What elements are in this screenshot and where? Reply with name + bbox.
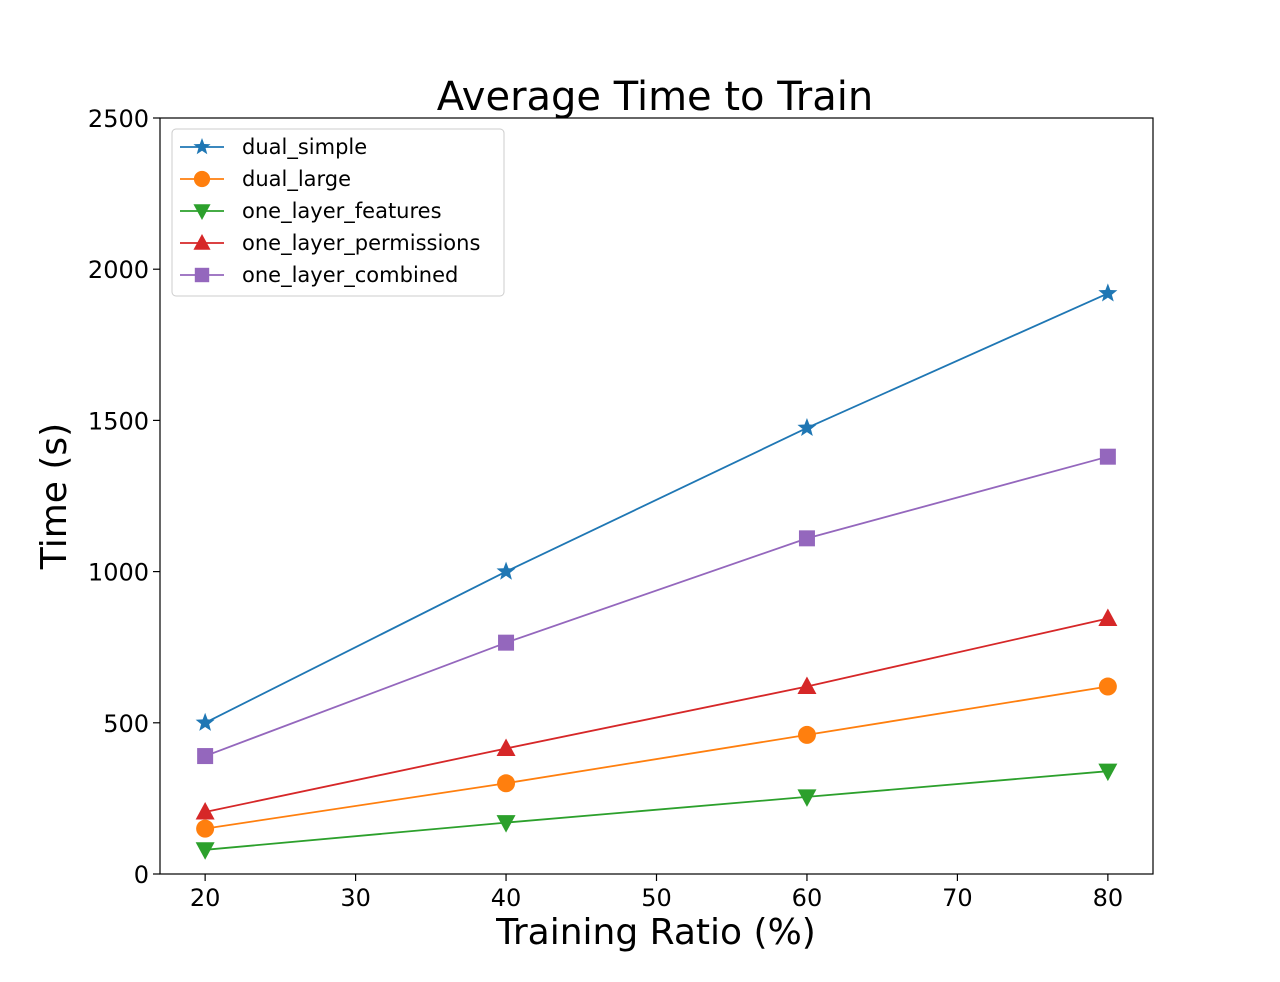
legend-item: one_layer_combined <box>180 263 458 288</box>
series-line <box>205 685 1109 830</box>
plot-area <box>195 283 1118 860</box>
series-line <box>204 292 1109 724</box>
data-point <box>1098 763 1118 782</box>
data-point <box>498 634 515 651</box>
y-tick-label: 2500 <box>88 105 149 133</box>
x-tick-label: 70 <box>942 884 973 912</box>
x-tick-label: 60 <box>792 884 823 912</box>
series-line <box>204 455 1109 757</box>
x-axis: 20 30 40 50 60 70 80 <box>190 874 1123 912</box>
series-dual_large <box>196 677 1117 838</box>
series-one_layer_permissions <box>195 608 1118 820</box>
series-line <box>205 770 1108 851</box>
legend-label: one_layer_features <box>242 199 442 224</box>
y-tick-label: 0 <box>134 861 149 889</box>
legend-item: dual_large <box>180 167 351 192</box>
data-point <box>1098 608 1118 626</box>
data-point <box>497 774 516 793</box>
data-point <box>797 676 817 695</box>
data-point <box>195 802 215 820</box>
legend-item: dual_simple <box>180 135 367 160</box>
y-tick-label: 1500 <box>88 407 149 435</box>
data-point <box>798 530 815 547</box>
legend-label: one_layer_combined <box>242 263 458 288</box>
data-point <box>1099 448 1116 465</box>
data-point <box>496 738 516 757</box>
data-point <box>196 819 215 838</box>
x-tick-label: 20 <box>190 884 221 912</box>
series-line <box>204 617 1109 813</box>
legend-marker <box>193 170 211 188</box>
series-one_layer_combined <box>197 448 1116 765</box>
x-tick-label: 50 <box>641 884 672 912</box>
legend-marker <box>194 267 210 283</box>
data-point <box>496 815 516 833</box>
x-axis-title: Training Ratio (%) <box>495 912 816 953</box>
data-point <box>1098 677 1117 696</box>
data-point <box>197 748 214 765</box>
data-point <box>797 725 816 744</box>
legend-frame <box>171 128 505 297</box>
x-tick-label: 80 <box>1093 884 1124 912</box>
data-point <box>797 417 817 437</box>
data-point <box>496 561 516 580</box>
data-point <box>1098 283 1118 302</box>
x-tick-label: 40 <box>491 884 522 912</box>
y-tick-label: 1000 <box>88 559 149 587</box>
legend-item: one_layer_features <box>180 199 442 224</box>
y-axis-title: Time (s) <box>34 423 75 570</box>
series-dual_simple <box>195 283 1118 731</box>
legend-label: dual_large <box>242 167 351 192</box>
series-one_layer_features <box>195 763 1118 860</box>
legend-marker <box>193 138 211 155</box>
legend-label: one_layer_permissions <box>242 231 480 256</box>
x-tick-label: 30 <box>340 884 371 912</box>
legend-marker <box>193 234 211 250</box>
chart-title: Average Time to Train <box>437 74 873 120</box>
legend-label: dual_simple <box>242 135 367 160</box>
data-point <box>797 789 817 807</box>
data-point <box>195 712 215 731</box>
legend-marker <box>193 204 211 220</box>
y-tick-label: 2000 <box>88 256 149 284</box>
y-tick-label: 500 <box>103 710 149 738</box>
legend-item: one_layer_permissions <box>180 231 480 256</box>
data-point <box>195 842 215 860</box>
legend: dual_simple dual_large one_layer_featureso… <box>171 128 505 297</box>
y-axis: 0 500 1000 1500 2000 2500 <box>88 105 160 889</box>
